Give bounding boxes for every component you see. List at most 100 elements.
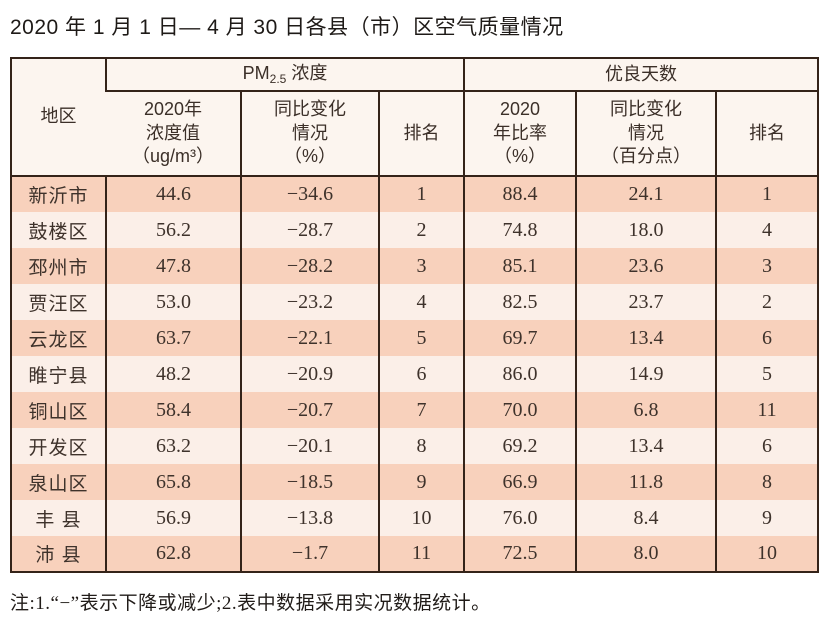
good-rank-cell: 6 <box>715 320 818 356</box>
table-row: 新沂市 44.6 −34.6 1 88.4 24.1 1 <box>11 176 818 212</box>
good-rank-cell: 11 <box>715 392 818 428</box>
pm-value-cell: 58.4 <box>105 392 241 428</box>
good-ratio-cell: 85.1 <box>463 248 576 284</box>
column-header-pm-rank: 排名 <box>378 91 464 177</box>
good-rank-cell: 4 <box>715 212 818 248</box>
region-cell: 丰 县 <box>35 509 82 531</box>
good-ratio-cell: 88.4 <box>463 176 576 212</box>
good-change-cell: 14.9 <box>575 356 716 392</box>
pm-change-cell: −20.9 <box>240 356 379 392</box>
pm-change-cell: −13.8 <box>240 500 379 536</box>
pm-value-cell: 65.8 <box>105 464 241 500</box>
good-ratio-cell: 82.5 <box>463 284 576 320</box>
pm-change-cell: −18.5 <box>240 464 379 500</box>
good-ratio-cell: 74.8 <box>463 212 576 248</box>
pm-change-cell: −20.1 <box>240 428 379 464</box>
good-change-cell: 24.1 <box>575 176 716 212</box>
column-header-region: 地区 <box>11 58 106 177</box>
table-row: 邳州市 47.8 −28.2 3 85.1 23.6 3 <box>11 248 818 284</box>
region-cell: 铜山区 <box>28 401 89 423</box>
table-row: 睢宁县 48.2 −20.9 6 86.0 14.9 5 <box>11 356 818 392</box>
good-ratio-cell: 72.5 <box>463 536 576 572</box>
region-cell: 邳州市 <box>28 257 89 279</box>
pm25-label-suffix: 浓度 <box>286 62 328 83</box>
pm-value-cell: 56.9 <box>105 500 241 536</box>
good-ratio-cell: 76.0 <box>463 500 576 536</box>
region-cell: 新沂市 <box>28 186 89 207</box>
good-ratio-cell: 69.2 <box>463 428 576 464</box>
good-change-cell: 6.8 <box>575 392 716 428</box>
header-row-groups: 地区 PM2.5 浓度 优良天数 <box>11 58 818 177</box>
region-cell: 贾汪区 <box>28 293 89 315</box>
column-header-pm-change: 同比变化 情况 （%） <box>240 91 379 177</box>
table-row: 鼓楼区 56.2 −28.7 2 74.8 18.0 4 <box>11 212 818 248</box>
pm-rank-cell: 1 <box>378 176 464 212</box>
good-change-cell: 8.0 <box>575 536 716 572</box>
table-header: 地区 PM2.5 浓度 优良天数 2020年 浓度值 （ug/m³） 同比变化 … <box>11 58 818 177</box>
good-rank-cell: 8 <box>715 464 818 500</box>
pm-change-cell: −28.7 <box>240 212 379 248</box>
pm25-label-subscript: 2.5 <box>269 71 287 86</box>
table-row: 开发区 63.2 −20.1 8 69.2 13.4 6 <box>11 428 818 464</box>
good-change-cell: 23.6 <box>575 248 716 284</box>
pm-change-cell: −22.1 <box>240 320 379 356</box>
pm-rank-cell: 6 <box>378 356 464 392</box>
good-change-cell: 13.4 <box>575 428 716 464</box>
pm-change-cell: −1.7 <box>240 536 379 572</box>
good-ratio-cell: 69.7 <box>463 320 576 356</box>
good-rank-cell: 9 <box>715 500 818 536</box>
region-cell: 睢宁县 <box>28 365 89 387</box>
pm-value-cell: 48.2 <box>105 356 241 392</box>
page-title: 2020 年 1 月 1 日— 4 月 30 日各县（市）区空气质量情况 <box>10 16 564 39</box>
column-group-pm25: PM2.5 浓度 <box>105 58 464 92</box>
pm-value-cell: 63.2 <box>105 428 241 464</box>
pm-rank-cell: 8 <box>378 428 464 464</box>
good-change-cell: 11.8 <box>575 464 716 500</box>
pm-value-cell: 44.6 <box>105 176 241 212</box>
pm-change-cell: −20.7 <box>240 392 379 428</box>
pm-rank-cell: 4 <box>378 284 464 320</box>
good-rank-cell: 2 <box>715 284 818 320</box>
good-rank-cell: 3 <box>715 248 818 284</box>
table-row: 云龙区 63.7 −22.1 5 69.7 13.4 6 <box>11 320 818 356</box>
good-rank-cell: 5 <box>715 356 818 392</box>
pm-value-cell: 47.8 <box>105 248 241 284</box>
good-rank-cell: 6 <box>715 428 818 464</box>
column-header-good-ratio: 2020 年比率 （%） <box>463 91 576 177</box>
pm-value-cell: 63.7 <box>105 320 241 356</box>
pm-value-cell: 56.2 <box>105 212 241 248</box>
header-row-subcolumns: 2020年 浓度值 （ug/m³） 同比变化 情况 （%） 排名 2020 年比… <box>11 91 818 177</box>
table-row: 铜山区 58.4 −20.7 7 70.0 6.8 11 <box>11 392 818 428</box>
column-header-good-change: 同比变化 情况 （百分点） <box>575 91 716 177</box>
good-ratio-cell: 86.0 <box>463 356 576 392</box>
footnote: 注:1.“−”表示下降或减少;2.表中数据采用实况数据统计。 <box>10 593 491 614</box>
good-change-cell: 13.4 <box>575 320 716 356</box>
pm25-label-prefix: PM <box>242 62 270 83</box>
table-row: 泉山区 65.8 −18.5 9 66.9 11.8 8 <box>11 464 818 500</box>
table-row: 贾汪区 53.0 −23.2 4 82.5 23.7 2 <box>11 284 818 320</box>
region-cell: 开发区 <box>28 437 89 459</box>
pm-rank-cell: 3 <box>378 248 464 284</box>
table-row: 沛 县 62.8 −1.7 11 72.5 8.0 10 <box>11 536 818 572</box>
good-change-cell: 8.4 <box>575 500 716 536</box>
column-header-good-rank: 排名 <box>715 91 818 177</box>
pm-value-cell: 62.8 <box>105 536 241 572</box>
column-group-good-days: 优良天数 <box>463 58 818 92</box>
table-body: 新沂市 44.6 −34.6 1 88.4 24.1 1 鼓楼区 56.2 −2… <box>11 176 818 572</box>
region-cell: 沛 县 <box>35 545 82 566</box>
good-ratio-cell: 70.0 <box>463 392 576 428</box>
pm-rank-cell: 9 <box>378 464 464 500</box>
pm25-label: PM2.5 浓度 <box>242 62 328 86</box>
good-rank-cell: 10 <box>715 536 818 572</box>
good-change-cell: 18.0 <box>575 212 716 248</box>
pm-rank-cell: 2 <box>378 212 464 248</box>
pm-rank-cell: 5 <box>378 320 464 356</box>
region-cell: 泉山区 <box>28 473 89 495</box>
column-header-pm-value: 2020年 浓度值 （ug/m³） <box>106 91 241 177</box>
region-cell: 鼓楼区 <box>28 221 89 243</box>
pm-change-cell: −28.2 <box>240 248 379 284</box>
pm-value-cell: 53.0 <box>105 284 241 320</box>
region-cell: 云龙区 <box>28 329 89 351</box>
table-row: 丰 县 56.9 −13.8 10 76.0 8.4 9 <box>11 500 818 536</box>
